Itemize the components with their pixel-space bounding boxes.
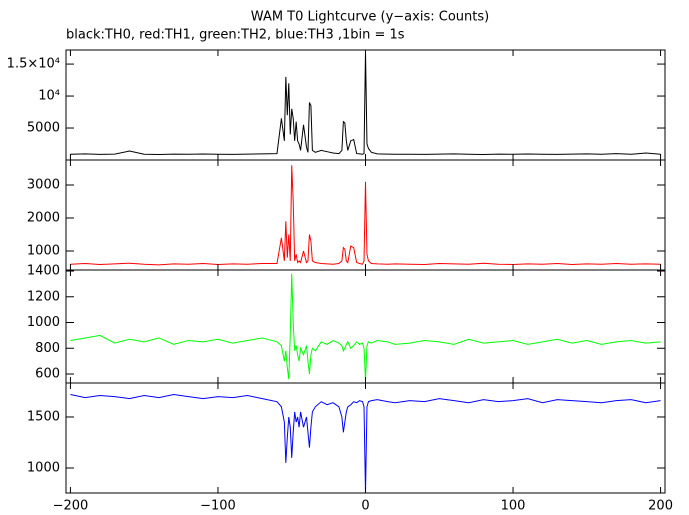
panel-frame — [65, 269, 666, 384]
chart-subtitle: black:TH0, red:TH1, green:TH2, blue:TH3 … — [66, 28, 405, 43]
y-tick-label: 1000 — [27, 243, 60, 258]
lightcurve-line — [70, 394, 661, 494]
panel-frame — [65, 159, 666, 271]
x-tick-label: 200 — [648, 499, 673, 514]
lightcurve-line — [70, 273, 661, 381]
x-tick-label: 0 — [361, 499, 369, 514]
y-tick-label: 1000 — [27, 315, 60, 330]
chart-title: WAM T0 Lightcurve (y−axis: Counts) — [251, 10, 489, 25]
y-tick-label: 5000 — [27, 121, 60, 136]
y-tick-label: 3000 — [27, 178, 60, 193]
y-tick-label: 600 — [35, 366, 60, 381]
lightcurve-line — [70, 51, 661, 155]
y-tick-label: 1.5×10⁴ — [7, 57, 60, 72]
y-tick-label: 1200 — [27, 289, 60, 304]
y-tick-label: 1400 — [27, 264, 60, 279]
lightcurve-line — [70, 165, 661, 266]
y-tick-label: 10⁴ — [38, 89, 60, 104]
y-tick-label: 2000 — [27, 211, 60, 226]
y-tick-label: 800 — [35, 341, 60, 356]
x-tick-label: −100 — [200, 499, 236, 514]
x-tick-label: −200 — [53, 499, 89, 514]
y-tick-label: 1500 — [27, 409, 60, 424]
x-tick-label: 100 — [501, 499, 526, 514]
y-tick-label: 1000 — [27, 461, 60, 476]
